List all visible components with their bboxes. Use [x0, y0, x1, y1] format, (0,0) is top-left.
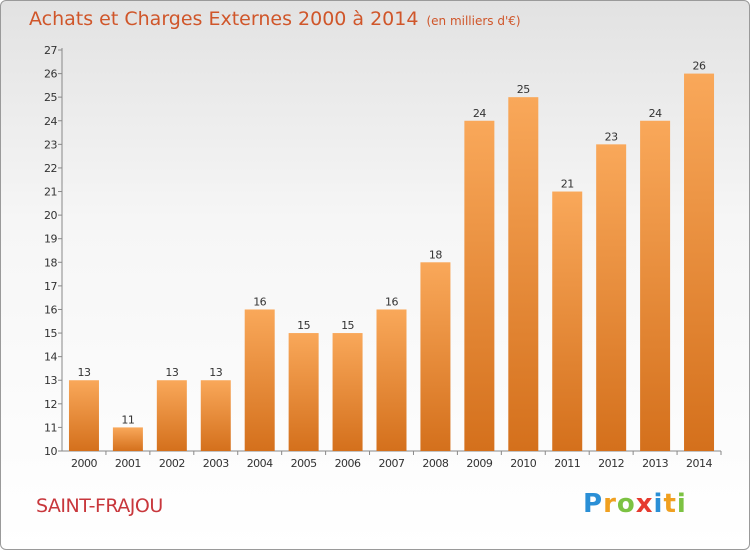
y-tick-label: 11	[44, 421, 57, 434]
x-axis: 2000 2001 2002 2003 2004 2005 2006 2007 2008 2009…	[62, 450, 722, 470]
bar	[288, 333, 319, 451]
data-label: 16	[253, 295, 266, 308]
x-tick-label: 2010	[510, 457, 536, 470]
logo-letter: x	[635, 489, 654, 519]
data-label: 21	[561, 178, 574, 191]
data-label: 24	[649, 107, 662, 120]
y-tick-label: 25	[44, 91, 57, 104]
data-label: 18	[429, 248, 442, 261]
data-label: 11	[121, 413, 134, 426]
y-tick-label: 15	[44, 327, 57, 340]
y-tick-label: 10	[44, 445, 57, 458]
data-label: 24	[473, 107, 486, 120]
y-tick-label: 20	[44, 209, 57, 222]
bar	[508, 97, 539, 452]
bar	[640, 120, 671, 451]
data-label: 23	[605, 130, 618, 143]
y-tick-label: 19	[44, 233, 57, 246]
x-tick-label: 2008	[422, 457, 448, 470]
logo-letter: i	[653, 489, 664, 519]
bar	[684, 73, 715, 452]
logo-letter: o	[616, 489, 636, 519]
bar	[596, 144, 627, 451]
data-label: 13	[165, 366, 178, 379]
x-tick-label: 2012	[598, 457, 624, 470]
x-tick-label: 2013	[642, 457, 668, 470]
x-tick-label: 2005	[291, 457, 317, 470]
bar	[156, 380, 187, 451]
logo-letter: t	[663, 489, 677, 519]
commune-name: SAINT-FRAJOU	[36, 495, 163, 517]
proxiti-logo[interactable]: Proxiti	[583, 489, 687, 519]
logo-letter: i	[676, 489, 687, 519]
x-tick-label: 2006	[335, 457, 361, 470]
data-label: 26	[693, 60, 706, 73]
y-tick-label: 12	[44, 398, 57, 411]
y-tick-label: 24	[44, 115, 57, 128]
y-tick-label: 18	[44, 256, 57, 269]
bar	[464, 120, 495, 451]
logo-letter: P	[583, 489, 604, 519]
y-axis: 10 11 12 13 14 15 16 17 18 19 20 21 22 23 24 25 26 27	[44, 44, 63, 458]
x-tick-label: 2003	[203, 457, 229, 470]
y-tick-label: 13	[44, 374, 57, 387]
bar	[244, 309, 275, 451]
x-tick-label: 2004	[247, 457, 273, 470]
data-label: 15	[297, 319, 310, 332]
data-label: 13	[209, 366, 222, 379]
data-labels: 13 11 13 13 16 15 15 16 18 24 25 21 23 24 26	[77, 60, 706, 427]
data-label: 25	[517, 83, 530, 96]
data-label: 13	[77, 366, 90, 379]
y-tick-label: 14	[44, 351, 57, 364]
x-tick-label: 2007	[379, 457, 405, 470]
y-tick-label: 22	[44, 162, 57, 175]
bar	[376, 309, 407, 451]
bar-series	[68, 73, 715, 452]
x-tick-label: 2001	[115, 457, 141, 470]
logo-letter: r	[603, 489, 617, 519]
x-tick-label: 2002	[159, 457, 185, 470]
bar	[420, 262, 451, 451]
x-tick-label: 2000	[71, 457, 97, 470]
x-tick-label: 2009	[466, 457, 492, 470]
y-tick-label: 27	[44, 44, 57, 57]
data-label: 16	[385, 295, 398, 308]
bar	[112, 427, 143, 451]
x-tick-label: 2011	[554, 457, 580, 470]
x-tick-label: 2014	[686, 457, 712, 470]
chart-subtitle: (en milliers d'€)	[426, 14, 521, 28]
y-tick-label: 16	[44, 303, 57, 316]
chart-title: Achats et Charges Externes 2000 à 2014	[29, 8, 419, 30]
y-tick-label: 26	[44, 68, 57, 81]
data-label: 15	[341, 319, 354, 332]
y-tick-label: 21	[44, 186, 57, 199]
y-tick-label: 23	[44, 138, 57, 151]
bar	[68, 380, 99, 451]
chart-header: Achats et Charges Externes 2000 à 2014 (e…	[29, 8, 521, 30]
bar	[332, 333, 363, 451]
bar	[552, 191, 583, 451]
bar	[200, 380, 231, 451]
y-tick-label: 17	[44, 280, 57, 293]
